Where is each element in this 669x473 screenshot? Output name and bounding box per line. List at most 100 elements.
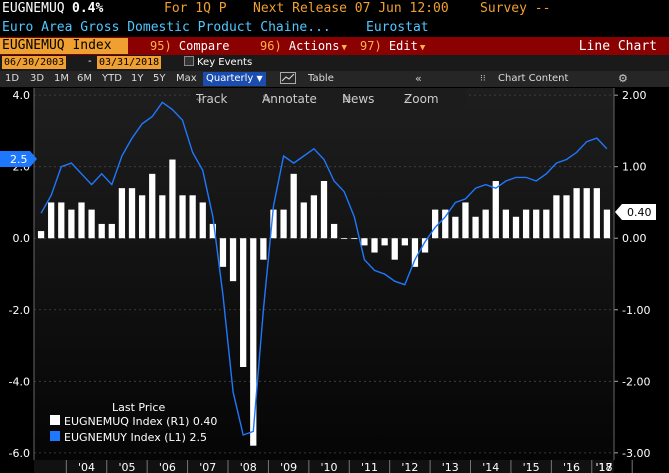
- frequency-select[interactable]: Quarterly ▼: [203, 72, 266, 86]
- bar: [270, 209, 277, 239]
- period-3d[interactable]: 3D: [30, 73, 45, 84]
- bar: [502, 209, 510, 239]
- last-value-left: 2.5: [10, 153, 28, 166]
- bar: [583, 188, 590, 239]
- header-bar: EUGNEMUQ 0.4% For 1Q P Next Release 07 J…: [0, 0, 669, 19]
- x-tick-label: '10: [321, 461, 338, 473]
- checkbox-icon: [184, 56, 194, 66]
- bar: [310, 195, 318, 239]
- frequency-label: Quarterly: [206, 73, 254, 84]
- actions-menu[interactable]: 96) Actions ▼: [260, 39, 347, 53]
- start-date-field[interactable]: 06/30/2003: [2, 56, 67, 69]
- left-tick-label: -6.0: [9, 447, 30, 460]
- key-events-toggle[interactable]: Key Events: [184, 56, 252, 68]
- description: Euro Area Gross Domestic Product Chaine.…: [2, 20, 331, 35]
- bar: [138, 195, 146, 239]
- bar: [229, 238, 237, 282]
- left-tick-label: -2.0: [9, 304, 30, 317]
- bar: [78, 202, 85, 239]
- bar: [492, 181, 499, 239]
- legend-swatch-line: [50, 431, 60, 441]
- bar: [401, 238, 408, 246]
- description-bar: Euro Area Gross Domestic Product Chaine.…: [0, 19, 669, 37]
- gear-icon[interactable]: ⚙: [618, 72, 628, 85]
- bar: [48, 202, 55, 239]
- compare-num: 95): [150, 39, 172, 53]
- bar: [452, 216, 459, 239]
- period-6m[interactable]: 6M: [77, 73, 92, 84]
- bar: [280, 209, 287, 239]
- track-label: Track: [196, 92, 228, 106]
- chart-area: 4.02.00.0-2.0-4.0-6.0 2.001.000.00-1.00-…: [0, 88, 656, 473]
- bar: [371, 238, 378, 253]
- bar: [199, 202, 206, 239]
- period-1d[interactable]: 1D: [5, 73, 20, 84]
- bar: [351, 238, 358, 240]
- bar: [361, 238, 368, 246]
- period-1y[interactable]: 1Y: [131, 73, 144, 84]
- x-tick-label: '06: [159, 461, 176, 473]
- right-axis: 2.00 1.00 0.00 -1.00 -2.00 -3.00: [613, 88, 650, 460]
- bar: [593, 188, 600, 239]
- period-ytd[interactable]: YTD: [102, 73, 122, 84]
- x-tick-label: '16: [563, 461, 580, 473]
- period-5y[interactable]: 5Y: [153, 73, 166, 84]
- bar: [98, 223, 105, 239]
- edit-num: 97): [360, 39, 382, 53]
- chevron-down-icon: ▼: [256, 74, 263, 83]
- bar: [169, 159, 176, 239]
- x-tick-label: '05: [118, 461, 135, 473]
- ticker-index-field[interactable]: EUGNEMUQ Index: [0, 38, 128, 54]
- x-tick-label: '04: [78, 461, 95, 473]
- zoom-icon: ⌕: [404, 92, 411, 106]
- chart-content-button[interactable]: Chart Content: [498, 73, 569, 84]
- survey: Survey --: [480, 1, 551, 16]
- x-tick-label: '12: [401, 461, 418, 473]
- chart-tools: ⌖ Track ✎ Annotate ≡ News ⌕ Zoom: [190, 88, 466, 107]
- line-series: [40, 101, 608, 436]
- left-axis: 4.02.00.0-2.0-4.0-6.0: [9, 88, 35, 460]
- actions-num: 96): [260, 39, 282, 53]
- bar: [37, 231, 45, 239]
- x-tick-label: '11: [361, 461, 378, 473]
- drag-handle-icon[interactable]: ⁝⁝: [480, 74, 486, 84]
- bar: [421, 238, 429, 253]
- right-tick-label: 0.00: [622, 232, 647, 245]
- end-date-field[interactable]: 03/31/2018: [97, 56, 162, 69]
- legend: Last Price EUGNEMUQ Index (R1) 0.40 EUGN…: [50, 401, 217, 444]
- bar: [128, 188, 136, 239]
- table-button[interactable]: Table: [308, 73, 334, 84]
- bar: [189, 195, 196, 239]
- actions-label: Actions: [288, 39, 340, 53]
- collapse-left-icon[interactable]: «: [415, 72, 422, 85]
- bar: [159, 195, 166, 239]
- bar: [58, 202, 65, 239]
- x-axis-band: [34, 460, 614, 473]
- edit-menu[interactable]: 97) Edit ▼: [360, 39, 425, 53]
- right-tick-label: -3.00: [622, 447, 650, 460]
- period-1m[interactable]: 1M: [54, 73, 69, 84]
- ticker: EUGNEMUQ: [2, 1, 65, 16]
- x-tick-label: '09: [280, 461, 297, 473]
- bar: [240, 238, 247, 367]
- x-tick-label: '15: [523, 461, 540, 473]
- range-dash: -: [88, 56, 92, 67]
- left-tick-label: -4.0: [9, 375, 30, 388]
- x-axis: '04 '05 '06 '07 '08 '09 '10 '11 '12 '13 '14 '15 '16 '…: [34, 460, 633, 473]
- line-chart-icon[interactable]: [280, 72, 296, 86]
- compare-menu[interactable]: 95) Compare: [150, 39, 230, 53]
- annotate-label: Annotate: [262, 92, 317, 106]
- bar: [381, 238, 388, 246]
- bar: [533, 209, 540, 239]
- bar: [209, 223, 216, 239]
- x-tick-label: '07: [199, 461, 216, 473]
- bar: [108, 223, 115, 239]
- chart-type-label[interactable]: Line Chart: [578, 39, 657, 54]
- period-max[interactable]: Max: [176, 73, 197, 84]
- legend-title: Last Price: [112, 401, 165, 414]
- bar: [563, 195, 570, 239]
- bar: [603, 209, 611, 239]
- last-value-right: 0.40: [627, 206, 652, 219]
- source: Eurostat: [366, 20, 429, 35]
- bar: [462, 202, 469, 239]
